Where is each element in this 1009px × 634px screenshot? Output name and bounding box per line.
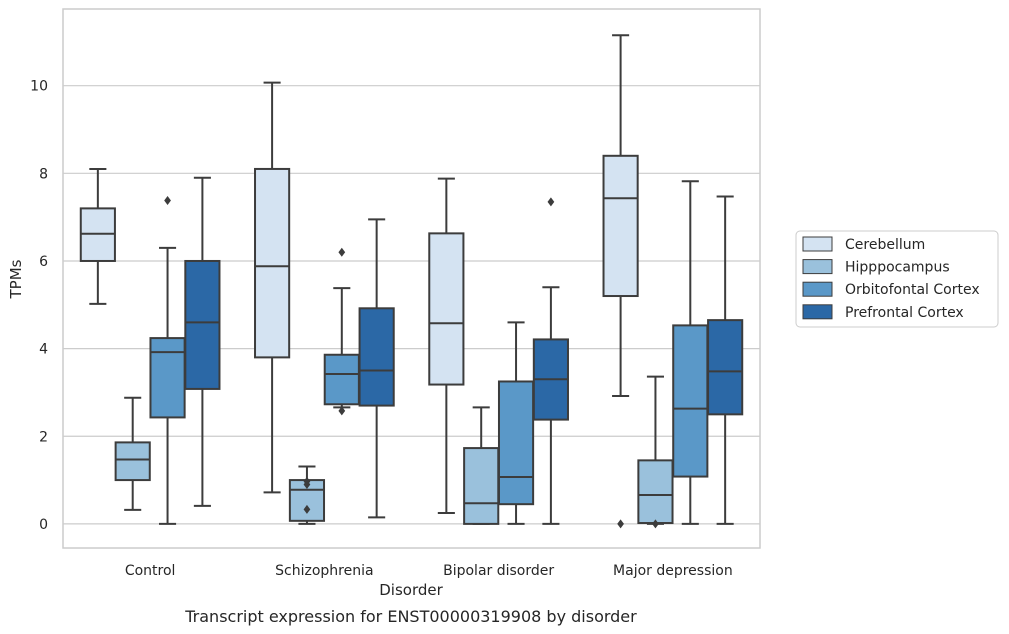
x-tick-labels: Control Schizophrenia Bipolar disorder Majo… [125,563,733,579]
legend-swatch [802,304,833,320]
legend: Cerebellum Hipppocampus Orbitofontal Corte… [795,230,999,328]
box-iqr [288,479,326,522]
box-group [149,195,186,525]
outlier-point [652,519,659,529]
box-iqr [254,167,291,359]
box-group [358,218,395,519]
box-iqr [149,337,186,419]
box-group [637,375,674,529]
outlier-point [338,406,346,416]
box-group [602,34,639,529]
y-tick-label: 10 [30,79,48,95]
box-iqr [637,459,674,525]
plot-background [63,9,760,548]
box-group [707,195,744,525]
outlier-point [164,195,171,205]
box-group [288,465,326,525]
box-group [184,176,221,507]
box-group [254,81,291,494]
x-tick-label: Major depression [613,563,733,579]
x-tick-label: Schizophrenia [275,563,373,579]
y-tick-label: 8 [39,166,48,182]
box-group [79,167,116,305]
x-axis-label: Disorder [379,581,443,599]
legend-label: Hipppocampus [845,260,950,276]
box-iqr [184,259,221,390]
box-iqr [707,319,744,416]
y-tick-labels: 0 2 4 6 8 10 [30,79,48,533]
box-iqr [497,380,535,506]
legend-label: Cerebellum [845,237,925,253]
box-iqr [463,447,500,525]
box-iqr [323,353,360,406]
box-iqr [672,324,709,478]
outlier-point [303,476,311,486]
legend-swatch [802,259,833,275]
outlier-point [338,247,346,257]
legend-frame [795,230,999,328]
x-tick-label: Control [125,563,176,579]
legend-swatch [802,281,833,297]
legend-swatch [802,236,833,252]
plot-frame [62,8,761,549]
box-iqr [428,232,465,386]
y-tick-label: 4 [39,342,48,358]
box-group [114,396,151,511]
box-iqr [114,441,151,482]
chart-caption: Transcript expression for ENST0000031990… [184,607,637,626]
legend-label: Prefrontal Cortex [845,305,964,321]
box-group [463,406,500,525]
outlier-point [547,197,555,207]
outlier-point [303,504,311,514]
box-iqr [358,307,395,407]
y-axis-label: TPMs [7,259,25,299]
box-iqr [602,154,639,298]
y-tick-label: 0 [39,517,48,533]
box-series [79,34,744,529]
legend-label: Orbitofontal Cortex [845,282,980,298]
y-tick-label: 2 [39,429,48,445]
box-group [428,177,465,514]
x-tick-label: Bipolar disorder [443,563,554,579]
y-tick-label: 6 [39,254,48,270]
box-group [497,321,535,525]
outlier-point [617,519,624,529]
box-group [532,197,569,525]
